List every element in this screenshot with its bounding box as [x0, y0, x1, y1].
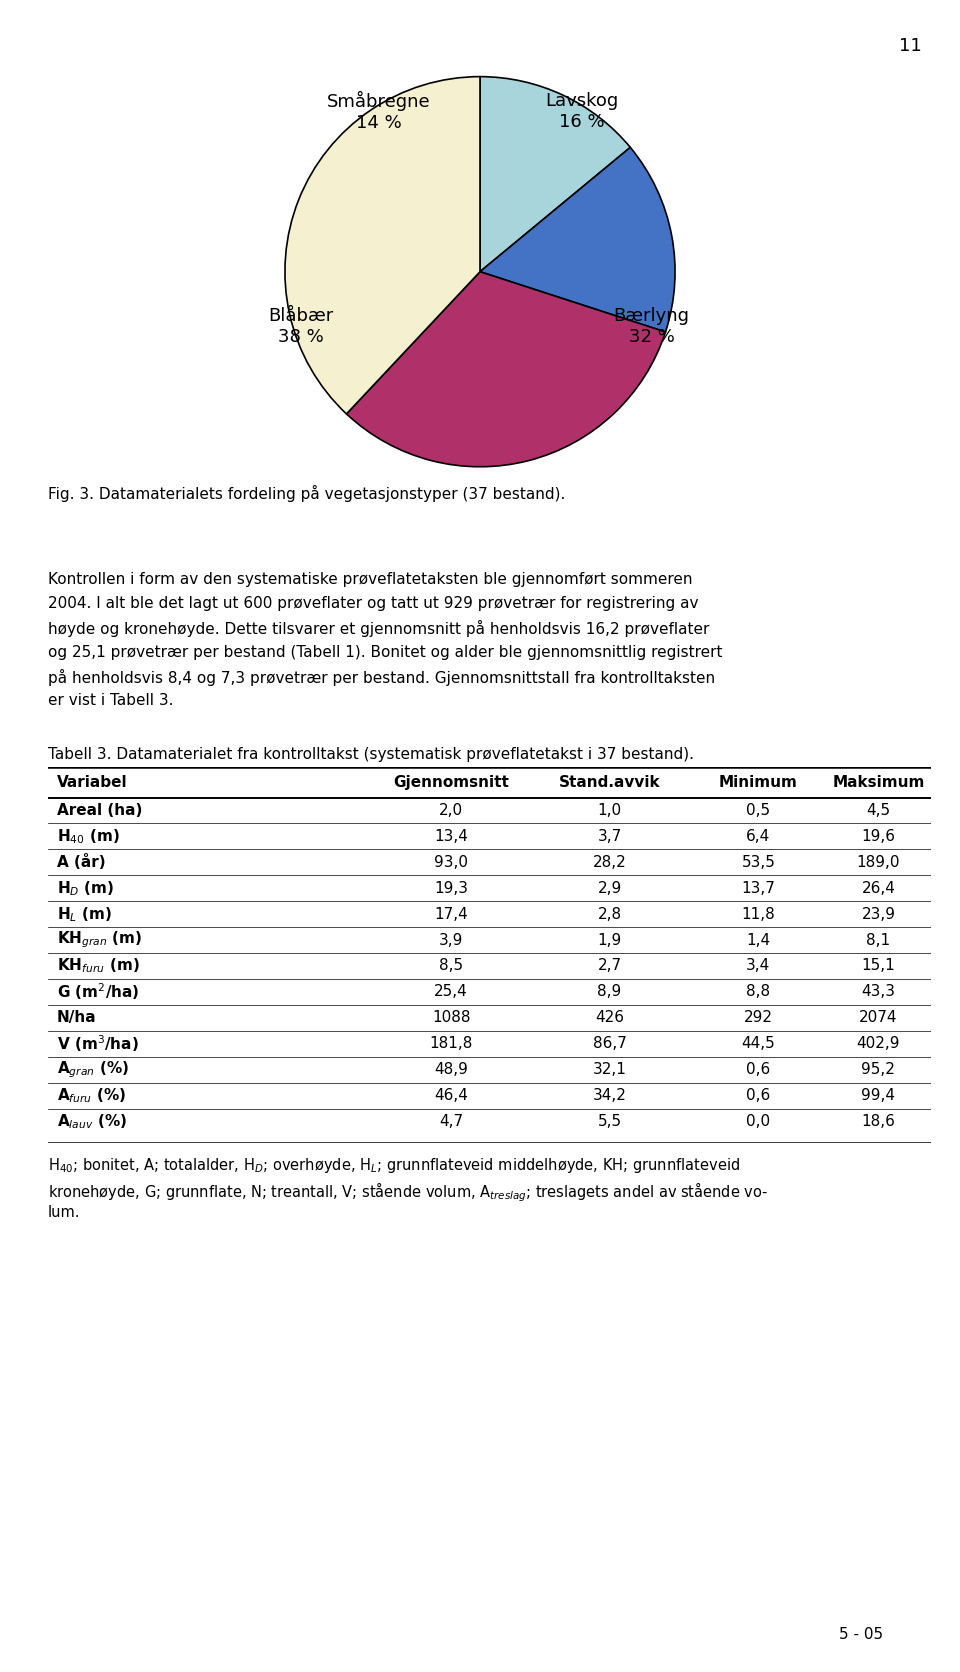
Text: 2,0: 2,0	[439, 803, 464, 818]
Text: 19,3: 19,3	[434, 881, 468, 896]
Text: og 25,1 prøvetrær per bestand (Tabell 1). Bonitet og alder ble gjennomsnittlig r: og 25,1 prøvetrær per bestand (Tabell 1)…	[48, 644, 723, 659]
Text: 402,9: 402,9	[856, 1037, 900, 1052]
Text: kronehøyde, G; grunnflate, N; treantall, V; stående volum, A$_{treslag}$; tresla: kronehøyde, G; grunnflate, N; treantall,…	[48, 1180, 768, 1204]
Text: 4,5: 4,5	[866, 803, 891, 818]
Text: Gjennomsnitt: Gjennomsnitt	[394, 776, 509, 789]
Text: 8,9: 8,9	[597, 985, 622, 1000]
Text: V (m$^3$/ha): V (m$^3$/ha)	[57, 1033, 138, 1053]
Text: A (år): A (år)	[57, 854, 106, 871]
Text: 0,0: 0,0	[746, 1114, 771, 1129]
Text: H$_{40}$ (m): H$_{40}$ (m)	[57, 828, 120, 846]
Text: 1,9: 1,9	[597, 933, 622, 948]
Text: Minimum: Minimum	[719, 776, 798, 789]
Text: 6,4: 6,4	[746, 829, 771, 844]
Text: 4,7: 4,7	[439, 1114, 464, 1129]
Text: KH$_{furu}$ (m): KH$_{furu}$ (m)	[57, 956, 139, 975]
Text: A$_{lauv}$ (%): A$_{lauv}$ (%)	[57, 1112, 127, 1130]
Text: 426: 426	[595, 1010, 624, 1025]
Text: 86,7: 86,7	[592, 1037, 627, 1052]
Text: 189,0: 189,0	[856, 854, 900, 869]
Text: 1,0: 1,0	[597, 803, 622, 818]
Text: 11: 11	[899, 37, 922, 55]
Text: 1,4: 1,4	[746, 933, 771, 948]
Text: 3,7: 3,7	[597, 829, 622, 844]
Text: lum.: lum.	[48, 1204, 81, 1219]
Text: 2,7: 2,7	[597, 958, 622, 973]
Text: Lavskog
16 %: Lavskog 16 %	[545, 92, 618, 130]
Text: Stand.avvik: Stand.avvik	[559, 776, 660, 789]
Text: 8,5: 8,5	[439, 958, 464, 973]
Text: 18,6: 18,6	[861, 1114, 896, 1129]
Text: høyde og kronehøyde. Dette tilsvarer et gjennomsnitt på henholdsvis 16,2 prøvefl: høyde og kronehøyde. Dette tilsvarer et …	[48, 620, 709, 637]
Text: H$_D$ (m): H$_D$ (m)	[57, 879, 114, 898]
Wedge shape	[480, 77, 631, 273]
Text: 3,9: 3,9	[439, 933, 464, 948]
Text: 0,6: 0,6	[746, 1088, 771, 1104]
Text: 181,8: 181,8	[429, 1037, 473, 1052]
Text: 2074: 2074	[859, 1010, 898, 1025]
Text: H$_L$ (m): H$_L$ (m)	[57, 905, 112, 923]
Text: 1088: 1088	[432, 1010, 470, 1025]
Text: 3,4: 3,4	[746, 958, 771, 973]
Wedge shape	[347, 273, 665, 466]
Text: 34,2: 34,2	[592, 1088, 627, 1104]
Text: 99,4: 99,4	[861, 1088, 896, 1104]
Text: 0,5: 0,5	[746, 803, 771, 818]
Text: 11,8: 11,8	[741, 906, 776, 921]
Text: 15,1: 15,1	[861, 958, 896, 973]
Text: Tabell 3. Datamaterialet fra kontrolltakst (systematisk prøveflatetakst i 37 bes: Tabell 3. Datamaterialet fra kontrolltak…	[48, 747, 694, 762]
Text: 2004. I alt ble det lagt ut 600 prøveflater og tatt ut 929 prøvetrær for registr: 2004. I alt ble det lagt ut 600 prøvefla…	[48, 597, 699, 610]
Text: på henholdsvis 8,4 og 7,3 prøvetrær per bestand. Gjennomsnittstall fra kontrollt: på henholdsvis 8,4 og 7,3 prøvetrær per …	[48, 669, 715, 686]
Text: Maksimum: Maksimum	[832, 776, 924, 789]
Text: Fig. 3. Datamaterialets fordeling på vegetasjonstyper (37 bestand).: Fig. 3. Datamaterialets fordeling på veg…	[48, 485, 565, 502]
Text: 2,8: 2,8	[597, 906, 622, 921]
Text: 23,9: 23,9	[861, 906, 896, 921]
Text: 53,5: 53,5	[741, 854, 776, 869]
Text: 17,4: 17,4	[434, 906, 468, 921]
Text: Variabel: Variabel	[57, 776, 128, 789]
Text: 2,9: 2,9	[597, 881, 622, 896]
Text: er vist i Tabell 3.: er vist i Tabell 3.	[48, 692, 174, 707]
Text: 44,5: 44,5	[741, 1037, 776, 1052]
Text: KH$_{gran}$ (m): KH$_{gran}$ (m)	[57, 930, 142, 950]
Text: 46,4: 46,4	[434, 1088, 468, 1104]
Text: 13,4: 13,4	[434, 829, 468, 844]
Text: 8,8: 8,8	[746, 985, 771, 1000]
Text: 292: 292	[744, 1010, 773, 1025]
Text: A$_{furu}$ (%): A$_{furu}$ (%)	[57, 1087, 126, 1105]
Text: 28,2: 28,2	[592, 854, 627, 869]
Text: G (m$^2$/ha): G (m$^2$/ha)	[57, 981, 139, 1002]
Wedge shape	[480, 147, 675, 333]
Text: Blåbær
38 %: Blåbær 38 %	[268, 308, 333, 346]
Text: 5,5: 5,5	[597, 1114, 622, 1129]
Text: Kontrollen i form av den systematiske prøveflatetaksten ble gjennomført sommeren: Kontrollen i form av den systematiske pr…	[48, 572, 692, 587]
Text: 32,1: 32,1	[592, 1062, 627, 1077]
Text: Areal (ha): Areal (ha)	[57, 803, 142, 818]
Text: 8,1: 8,1	[866, 933, 891, 948]
Text: Bærlyng
32 %: Bærlyng 32 %	[613, 308, 689, 346]
Text: 95,2: 95,2	[861, 1062, 896, 1077]
Text: 0,6: 0,6	[746, 1062, 771, 1077]
Text: Småbregne
14 %: Småbregne 14 %	[326, 92, 430, 132]
Text: 93,0: 93,0	[434, 854, 468, 869]
Text: 48,9: 48,9	[434, 1062, 468, 1077]
Wedge shape	[285, 77, 480, 415]
Text: 26,4: 26,4	[861, 881, 896, 896]
Text: H$_{40}$; bonitet, A; totalalder, H$_D$; overhøyde, H$_L$; grunnflateveid middel: H$_{40}$; bonitet, A; totalalder, H$_D$;…	[48, 1157, 740, 1175]
Text: 5 - 05: 5 - 05	[839, 1627, 883, 1642]
Text: A$_{gran}$ (%): A$_{gran}$ (%)	[57, 1060, 129, 1080]
Text: 19,6: 19,6	[861, 829, 896, 844]
Text: 25,4: 25,4	[434, 985, 468, 1000]
Text: 43,3: 43,3	[861, 985, 896, 1000]
Text: 13,7: 13,7	[741, 881, 776, 896]
Text: N/ha: N/ha	[57, 1010, 96, 1025]
